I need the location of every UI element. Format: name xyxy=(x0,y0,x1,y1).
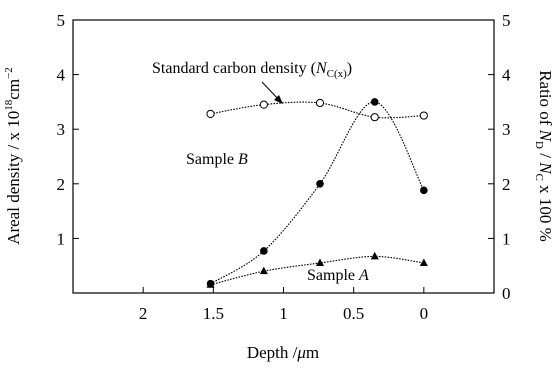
std-carbon-prefix: Standard carbon density ( xyxy=(152,60,316,77)
sample-b-point xyxy=(420,186,428,195)
y-right-label-N2: N xyxy=(536,161,555,175)
x-axis-label-prefix: Depth / xyxy=(247,343,298,362)
x-tick-label: 1 xyxy=(279,304,288,323)
y-right-tick-label: 4 xyxy=(502,66,511,85)
std-carbon-sub: C(x) xyxy=(327,68,348,80)
tick-labels: 2 1.5 1 0.5 0 1 2 3 4 5 0 1 2 3 4 5 xyxy=(57,11,512,323)
sample-a-point xyxy=(206,280,215,288)
sample-a-point xyxy=(315,258,324,266)
y-right-tick-label: 2 xyxy=(502,175,511,194)
y-left-label-exp1: 18 xyxy=(3,99,15,111)
std-carbon-N: N xyxy=(315,60,328,77)
x-axis-label: Depth /μm xyxy=(247,343,319,362)
sample-b-curve xyxy=(210,101,425,285)
y-right-label-prefix: Ratio of xyxy=(536,70,555,130)
series-markers xyxy=(206,98,428,288)
std-carbon-suffix: ) xyxy=(347,60,352,77)
standard-carbon-point xyxy=(315,98,325,108)
x-axis-label-unit: m xyxy=(306,343,319,362)
y-right-tick-label: 1 xyxy=(502,229,511,248)
std-carbon-arrowhead xyxy=(274,95,283,104)
y-left-tick-label: 5 xyxy=(57,11,66,30)
y-left-label-cm: cm xyxy=(4,79,23,100)
y-left-label-exp2: −2 xyxy=(3,67,15,79)
axis-ticks xyxy=(72,19,495,294)
y-right-label-slash: / xyxy=(536,149,555,162)
y-axis-right-label: Ratio of ND / NC x 100 % xyxy=(533,70,555,242)
x-tick-label: 0 xyxy=(420,304,429,323)
sample-b-point xyxy=(260,247,268,255)
sample-b-point xyxy=(316,180,324,188)
sample-a-point xyxy=(259,266,268,275)
y-left-tick-label: 4 xyxy=(57,66,66,85)
sample-a-annotation: Sample A xyxy=(307,267,369,284)
standard-carbon-point xyxy=(259,100,268,109)
standard-carbon-point xyxy=(370,113,379,122)
sample-a-letter: A xyxy=(358,267,369,284)
y-left-tick-label: 1 xyxy=(57,229,66,248)
sample-a-point xyxy=(419,258,428,266)
x-axis-label-mu: μ xyxy=(296,343,306,362)
sample-a-point xyxy=(370,251,379,260)
y-right-label-N1: N xyxy=(536,129,555,143)
y-right-label-suffix: x 100 % xyxy=(536,181,555,242)
y-right-label-sub2: C xyxy=(533,174,545,181)
y-right-tick-label: 5 xyxy=(502,11,511,30)
y-right-tick-label: 3 xyxy=(502,120,511,139)
sample-b-point xyxy=(370,98,379,106)
y-left-tick-label: 3 xyxy=(57,120,66,139)
std-carbon-annotation: Standard carbon density (NC(x)) xyxy=(152,60,352,80)
y-left-label-main: Areal density / x 10 xyxy=(4,111,23,245)
standard-carbon-point xyxy=(419,111,428,120)
y-left-tick-label: 2 xyxy=(57,175,66,194)
x-tick-label: 0.5 xyxy=(343,304,364,323)
series-curves xyxy=(210,101,425,286)
sample-b-annotation: Sample B xyxy=(186,151,248,168)
x-tick-label: 1.5 xyxy=(203,304,224,323)
y-right-tick-label: 0 xyxy=(502,284,511,303)
y-axis-left-label: Areal density / x 1018cm−2 xyxy=(3,67,23,245)
x-tick-label: 2 xyxy=(139,304,148,323)
y-right-label-sub1: D xyxy=(533,141,545,149)
standard-carbon-point xyxy=(206,109,215,119)
sample-a-prefix: Sample xyxy=(307,267,359,284)
sample-b-letter: B xyxy=(238,151,248,168)
sample-b-prefix: Sample xyxy=(186,151,238,168)
